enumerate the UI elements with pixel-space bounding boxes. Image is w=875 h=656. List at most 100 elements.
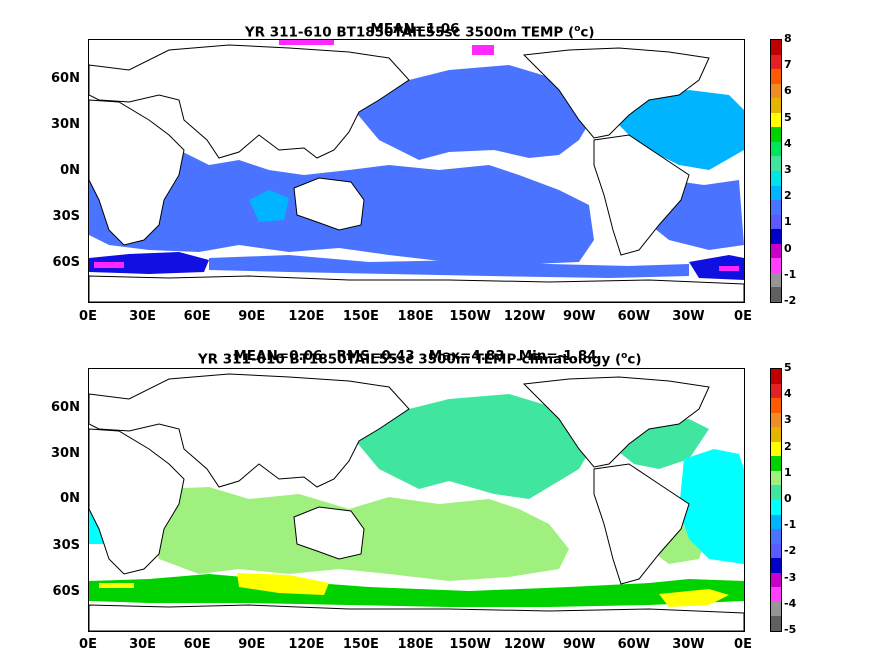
panel1-lat-0n: 0N [60,163,80,178]
panel1-colorbar-segment [771,127,781,143]
panel1-colorbar-tick: 3 [784,163,792,176]
panel1-lat-30n: 30N [51,117,80,132]
panel2-colorbar-tick: -5 [784,623,797,636]
panel1-lon-label: 150E [342,309,379,324]
panel2-green-band [89,574,744,607]
panel2-colorbar-segment [771,543,781,559]
panel2-lat-60s: 60S [52,584,80,599]
panel1-colorbar [770,39,782,303]
panel2-colorbar-tick: 3 [784,413,792,427]
panel2-colorbar-segment [771,427,781,443]
panel1-lon-label: 180E [397,309,434,324]
panel2-yellow-patches [99,573,729,607]
panel2-colorbar [770,368,782,632]
panel1-colorbar-segment [771,243,781,259]
panel1-north-america-outline [522,47,710,139]
panel1-colorbar-segment [771,272,781,288]
panel2-colorbar-tick: -4 [784,596,797,610]
panel1-lon-label: 60W [617,309,651,324]
panel2-lat-60n: 60N [51,400,80,415]
panel2-lon-label: 30E [129,637,157,652]
panel1-southern-ocean-deep [89,252,209,274]
panel1-continents [89,44,744,302]
panel2-colorbar-segment [771,529,781,545]
panel2-colorbar-segment [771,441,781,457]
panel2-lon-label: 60W [617,637,651,652]
panel2-anomaly-field [354,394,709,499]
panel1-africa-outline [89,99,185,246]
panel1-lon-label: 120W [503,309,546,324]
panel1-colorbar-segment [771,141,781,157]
panel2-lon-label: 90W [563,637,596,652]
panel2-atlantic-cyan [679,449,744,564]
panel1-lon-label: 30W [672,309,705,324]
panel2-colorbar-segment [771,572,781,588]
panel2-lon-label: 120W [503,637,546,652]
panel1-light-field [249,90,744,222]
panel1-colorbar-segment [771,156,781,172]
panel1-colorbar-tick: 5 [784,110,792,124]
panel2-lon-label: 150E [342,637,379,652]
panel1-lon-label: 120E [288,309,325,324]
panel1-deep-field [89,252,744,280]
panel1-colorbar-segment [771,214,781,230]
panel1-colorbar-segment [771,185,781,201]
panel2-atlantic-yellow [659,589,729,607]
panel1-pacific-field [354,65,594,160]
panel2-map [88,368,745,632]
panel2-continents [89,373,744,631]
panel1-eurasia-outline [89,44,410,159]
panel1-colorbar-tick: 6 [784,84,792,98]
panel2-colorbar-segment [771,369,781,385]
panel2-colorbar-segment [771,412,781,428]
panel1-australia-outline [293,177,365,231]
panel1-colorbar-tick: -1 [784,267,797,281]
panel2-colorbar-tick: 0 [784,492,792,505]
panel1-lon-label: 30E [129,309,157,324]
panel2-lat-30s: 30S [52,538,80,553]
panel2-south-america-outline [593,463,690,585]
panel1-map [88,39,745,303]
panel2-lon-label: 0E [734,637,752,652]
panel1-lon-label: 0E [734,309,752,324]
panel1-colorbar-segment [771,112,781,128]
panel2-colorbar-segment [771,558,781,574]
panel1-lat-30s: 30S [52,209,80,224]
panel1-colorbar-tick: -2 [784,294,797,307]
panel2-antarctica-outline [89,604,744,631]
panel1-south-america-outline [593,134,690,256]
panel1-colorbar-segment [771,258,781,274]
panel2-north-america-outline [522,376,710,468]
panel1-colorbar-segment [771,54,781,70]
panel1-colorbar-tick: 0 [784,241,792,255]
panel2-colorbar-segment [771,514,781,530]
panel1-colorbar-segment [771,40,781,56]
panel2-colorbar-tick: 4 [784,387,792,401]
panel1-antarctica-outline [89,275,744,302]
panel1-lon-label: 90E [238,309,266,324]
panel1-lat-60s: 60S [52,255,80,270]
panel2-africa-outline [89,428,185,575]
panel2-lat-0n: 0N [60,491,80,506]
panel1-colorbar-segment [771,229,781,245]
panel1-southern-band [209,255,689,278]
panel2-colorbar-segment [771,456,781,472]
panel1-colorbar-segment [771,200,781,216]
panel1-colorbar-segment [771,83,781,99]
panel1-lon-label: 60E [183,309,211,324]
panel2-colorbar-segment [771,470,781,486]
panel2-colorbar-segment [771,616,781,632]
panel2-colorbar-tick: -2 [784,544,797,558]
panel2-colorbar-tick: -1 [784,518,797,532]
panel2-lon-label: 60E [183,637,211,652]
panel1-lon-label: 90W [563,309,596,324]
panel1-colorbar-segment [771,287,781,303]
panel1-title-line2: MEAN=1.06 [370,21,460,37]
panel2-colorbar-segment [771,398,781,414]
panel1-colorbar-tick: 1 [784,215,792,229]
panel2-lon-label: 30W [672,637,705,652]
panel1-weddell-deep [689,255,744,280]
panel1-colorbar-tick: 7 [784,58,792,72]
panel2-title-line2: MEAN=0.06 RMS=0.43 Max=4.83 Min=-1.84 [233,348,597,364]
panel1-colorbar-segment [771,171,781,187]
